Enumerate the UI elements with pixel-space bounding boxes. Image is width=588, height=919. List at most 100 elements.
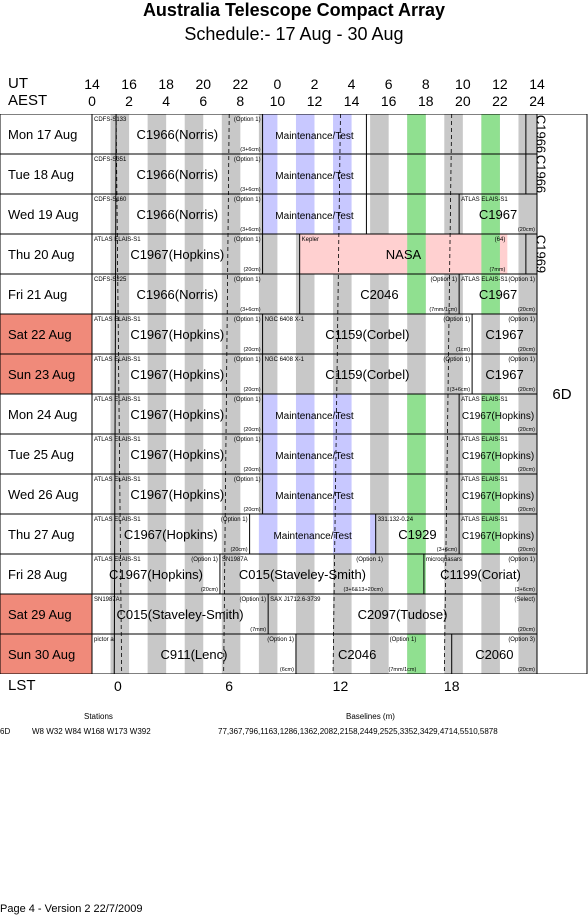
day-label: Tue 18 Aug <box>8 167 74 182</box>
block-option: (Select) <box>514 597 535 603</box>
tick-label: 20 <box>195 76 212 92</box>
page-footer: Page 4 - Version 2 22/7/2009 <box>0 903 143 915</box>
green-window <box>481 474 500 514</box>
hour-stripe <box>221 594 241 634</box>
day-label: Thu 27 Aug <box>8 527 75 542</box>
page-subtitle: Schedule:- 17 Aug - 30 Aug <box>184 24 404 44</box>
block-band: (20cm) <box>518 427 535 433</box>
hour-stripe <box>184 114 204 154</box>
hour-stripe <box>258 314 278 354</box>
block-source: ATLAS ELAIS-S1 <box>94 397 141 403</box>
hour-stripe <box>444 194 463 234</box>
hour-stripe <box>333 274 352 314</box>
block-band: (20cm) <box>518 547 535 553</box>
green-window <box>407 514 426 554</box>
block-title: C1967(Hopkins) <box>130 367 224 382</box>
block-source: 331.132-0.24 <box>378 517 414 523</box>
schedule-grid: Mon 17 Aug Tue 18 Aug Wed 19 Aug Thu 20 Aug… <box>0 114 588 674</box>
hour-stripe <box>518 434 537 474</box>
block-source: ATLAS ELAIS-S1 <box>461 477 508 483</box>
tick-label: 2 <box>125 93 133 109</box>
block-title: Maintenance/Test <box>275 211 354 222</box>
stations-list: W8 W32 W84 W168 W173 W392 <box>32 727 151 736</box>
block-band: (20cm) <box>243 267 260 273</box>
hour-stripe <box>184 554 204 594</box>
lst-tick-label: 0 <box>114 678 122 694</box>
lst-tick-label: 12 <box>332 678 349 694</box>
hour-stripe <box>518 634 537 674</box>
block-title: C015(Staveley-Smith) <box>239 567 366 582</box>
green-window <box>407 234 426 274</box>
hour-stripe <box>110 634 130 674</box>
block-source: microquasars <box>426 557 462 563</box>
hour-stripe <box>481 314 500 354</box>
block-title: C1967(Hopkins) <box>124 527 218 542</box>
block-title-vertical: C1969 <box>533 235 548 273</box>
lst-guide-line <box>223 114 230 674</box>
block-band: (20cm) <box>230 547 247 553</box>
block-source: ATLAS ELAIS-S1 <box>461 197 508 203</box>
block-source: ATLAS ELAIS-S1 <box>461 397 508 403</box>
maint-stripe <box>295 154 315 194</box>
hour-stripe <box>444 114 463 154</box>
day-cell <box>0 313 93 355</box>
tick-label: 16 <box>121 76 137 92</box>
green-window <box>407 634 426 674</box>
maint-stripe <box>258 514 278 554</box>
lst-guide-line <box>332 114 341 674</box>
block-source: ATLAS ELAIS-S1 <box>94 317 141 323</box>
day-label: Mon 24 Aug <box>8 407 77 422</box>
hour-stripe <box>481 594 500 634</box>
hour-stripe <box>221 634 241 674</box>
block-source: NGC 6408 X-1 <box>265 357 305 363</box>
green-window <box>407 474 426 514</box>
block-title: Maintenance/Test <box>275 491 354 502</box>
lst-tick-label: 6 <box>225 678 234 694</box>
maint-stripe <box>333 514 352 554</box>
hour-stripe <box>147 394 167 434</box>
stations-header: Stations <box>84 712 113 721</box>
block-option: (Option 1) <box>508 557 535 563</box>
tick-label: 4 <box>162 93 171 109</box>
block-band: (6cm) <box>280 667 294 673</box>
tick-label: 8 <box>236 93 245 109</box>
block-band: (20cm) <box>518 627 535 633</box>
hour-stripe <box>444 474 463 514</box>
block-title: C1967(Hopkins) <box>462 531 534 542</box>
block-option: (Option 1) <box>443 357 470 363</box>
green-window <box>407 114 426 154</box>
block-band: (7mm) <box>489 267 505 273</box>
hour-stripe <box>370 194 389 234</box>
maint-stripe <box>333 434 352 474</box>
block-source: pictor a <box>94 637 114 643</box>
hour-stripe <box>444 554 463 594</box>
maint-stripe <box>333 154 352 194</box>
green-window <box>481 274 500 314</box>
tick-label: 22 <box>492 93 508 109</box>
hour-stripe <box>333 634 352 674</box>
tick-label: 18 <box>417 93 434 109</box>
hour-stripe <box>110 154 130 194</box>
green-window <box>407 554 426 594</box>
hour-stripe <box>333 554 352 594</box>
day-label: Sun 30 Aug <box>8 647 75 662</box>
hour-stripe <box>370 394 389 434</box>
block-source: CDFS-S133 <box>94 117 127 123</box>
block-band: (3+6cm) <box>240 227 260 233</box>
block-title-vertical: C1966 <box>533 155 548 193</box>
day-label: Wed 19 Aug <box>8 207 79 222</box>
block-band: (3+6cm) <box>240 187 260 193</box>
hour-stripe <box>258 274 278 314</box>
hour-stripe <box>444 594 463 634</box>
day-label: Fri 28 Aug <box>8 567 67 582</box>
hour-stripe <box>481 634 500 674</box>
maint-stripe <box>295 114 315 154</box>
tick-label: 24 <box>529 93 545 109</box>
hour-stripe <box>518 314 537 354</box>
block-band: (20cm) <box>243 427 260 433</box>
hour-stripe <box>370 474 389 514</box>
page-title: Australia Telescope Compact Array <box>142 0 446 20</box>
hour-stripe <box>444 354 463 394</box>
hour-stripe <box>147 234 167 274</box>
hour-stripe <box>184 354 204 394</box>
